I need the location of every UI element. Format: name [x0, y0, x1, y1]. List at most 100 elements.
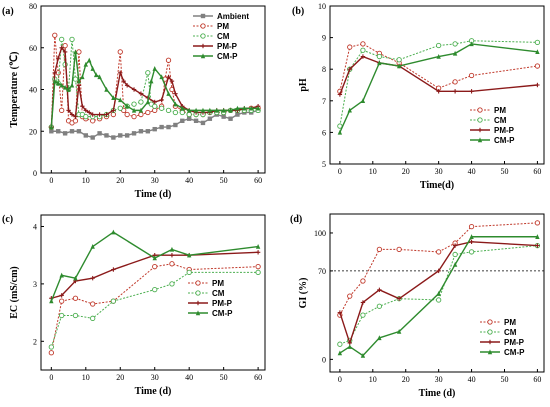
data-point [169, 246, 175, 252]
data-point [377, 335, 382, 341]
data-point [186, 111, 192, 118]
x-tick-label: 10 [82, 176, 90, 185]
data-point [487, 349, 493, 355]
data-point [376, 303, 383, 309]
data-point [48, 350, 54, 356]
legend-label: PM-P [494, 126, 515, 135]
y-tick-label: 10 [318, 2, 326, 11]
x-tick-label: 0 [338, 167, 342, 176]
plot-frame [329, 5, 545, 165]
data-point [172, 109, 179, 116]
x-tick-label: 50 [500, 375, 508, 384]
data-point [347, 44, 353, 50]
data-point [173, 122, 178, 128]
x-tick-label: 10 [369, 375, 377, 384]
data-point [83, 108, 88, 113]
y-tick-label: 80 [29, 2, 37, 11]
x-tick-label: 20 [402, 167, 410, 176]
data-point [138, 91, 144, 96]
data-point [59, 312, 65, 319]
data-point [87, 57, 92, 63]
x-tick-label: 0 [49, 176, 53, 185]
x-axis-title: Time(d) [420, 180, 454, 191]
data-point [72, 295, 79, 301]
data-point [69, 82, 75, 88]
data-point [214, 107, 219, 113]
y-tick-label: 2 [33, 337, 37, 346]
data-point [152, 103, 158, 109]
data-point [138, 129, 144, 134]
x-tick-label: 50 [220, 176, 228, 185]
data-point [118, 133, 123, 138]
data-point [59, 36, 65, 43]
data-point [83, 61, 88, 67]
legend-label: Ambient [217, 12, 249, 21]
data-point [72, 76, 79, 82]
data-point [469, 239, 474, 245]
data-point [165, 107, 172, 114]
data-point [56, 55, 61, 61]
data-point [193, 107, 199, 113]
data-point [534, 39, 541, 45]
data-point [59, 107, 65, 114]
data-point [347, 107, 352, 113]
data-point [377, 287, 382, 293]
data-point [235, 105, 240, 111]
panel-label: (c) [2, 214, 13, 225]
series-pm [337, 41, 541, 94]
x-axis-title: Time (d) [419, 388, 456, 399]
data-point [159, 124, 164, 130]
data-point [377, 60, 382, 66]
data-point [80, 74, 85, 80]
chart-panel-b: 0 10 20 30 40 50 60 5 6 7 8 9 10 Time(d) pH (b) PMCMPM-P… [292, 2, 545, 191]
y-tick-label: 60 [29, 44, 37, 53]
data-point [535, 82, 540, 88]
series-pm [337, 220, 541, 318]
data-point [62, 43, 68, 49]
y-tick-label: 4 [33, 222, 37, 231]
data-point [90, 275, 95, 281]
legend-label: CM [504, 328, 517, 337]
data-point [152, 255, 157, 261]
x-tick-label: 30 [151, 176, 159, 185]
data-point [59, 293, 64, 298]
data-point [76, 83, 82, 88]
data-point [87, 110, 92, 115]
data-point [235, 112, 240, 117]
data-point [186, 269, 192, 276]
data-point [52, 32, 58, 38]
legend-label: PM [217, 22, 229, 31]
data-point [72, 312, 79, 319]
data-point [138, 111, 144, 118]
y-tick-label: 6 [322, 128, 326, 137]
data-point [221, 114, 226, 119]
data-point [169, 281, 175, 287]
legend-label: CM [212, 289, 225, 298]
data-point [90, 315, 96, 321]
data-point [66, 108, 71, 113]
data-point [169, 252, 175, 258]
data-point [90, 243, 95, 249]
data-point [97, 131, 102, 136]
data-point [207, 116, 213, 121]
data-point [195, 290, 201, 296]
x-tick-label: 60 [254, 373, 262, 382]
data-point [452, 243, 458, 248]
data-point [186, 252, 192, 258]
y-axis-title: GI (%) [298, 278, 309, 309]
data-point [124, 133, 130, 138]
data-point [436, 291, 441, 296]
data-point [487, 339, 493, 345]
data-point [535, 234, 540, 239]
data-point [468, 223, 475, 230]
series-pm-p [49, 250, 261, 301]
data-point [200, 23, 206, 29]
data-point [111, 229, 116, 235]
panel-label: (a) [2, 6, 14, 17]
data-point [93, 72, 99, 78]
data-point [200, 13, 206, 19]
plot-frame [329, 213, 545, 373]
data-point [145, 109, 151, 116]
